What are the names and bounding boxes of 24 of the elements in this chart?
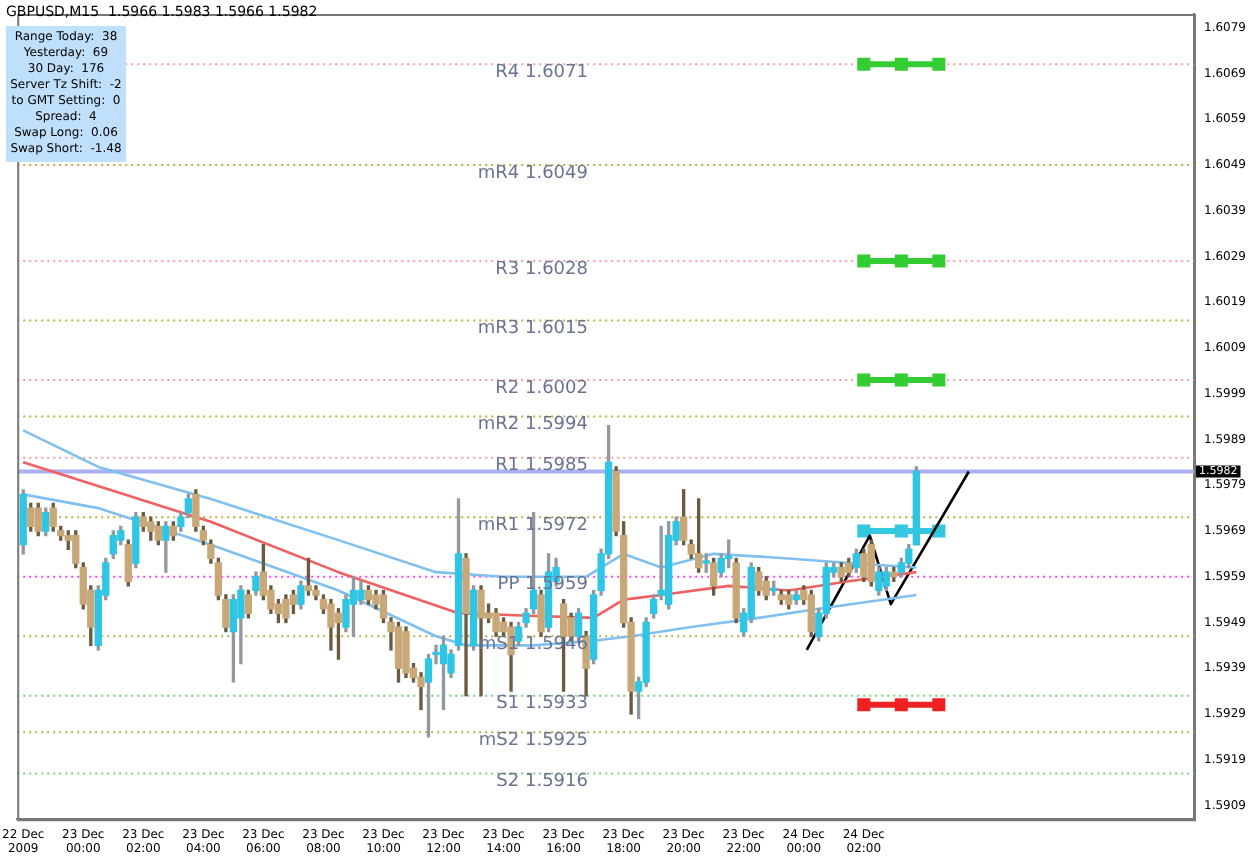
ref-line-label: mR3 1.6015	[477, 319, 588, 340]
ref-line-label: R4 1.6071	[495, 63, 588, 84]
point	[894, 254, 908, 268]
point	[894, 698, 908, 712]
point	[932, 254, 946, 268]
point	[894, 524, 908, 538]
point	[857, 524, 871, 538]
point	[857, 698, 871, 712]
point	[932, 373, 946, 387]
point	[857, 254, 871, 268]
ref-line-label: S2 1.5916	[496, 772, 589, 793]
ref-line-label: mR2 1.5994	[477, 415, 589, 436]
point	[932, 698, 946, 712]
point	[894, 57, 908, 71]
point	[932, 57, 946, 71]
point	[894, 373, 908, 387]
point	[857, 373, 871, 387]
ref-line-label: mS2 1.5925	[478, 730, 588, 751]
ref-line-label: S1 1.5933	[496, 694, 588, 715]
ref-line-label: R2 1.6002	[495, 378, 588, 399]
point	[857, 57, 871, 71]
ref-line-label: R3 1.6028	[495, 259, 589, 280]
ref-line-label: mR4 1.6049	[477, 163, 589, 184]
point	[932, 524, 946, 538]
